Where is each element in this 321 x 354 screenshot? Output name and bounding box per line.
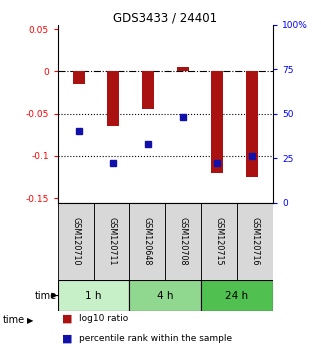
Bar <box>129 202 165 280</box>
Text: ■: ■ <box>62 334 73 344</box>
Text: 1 h: 1 h <box>85 291 102 301</box>
Bar <box>107 71 119 126</box>
Text: ▶: ▶ <box>27 316 34 325</box>
Text: GSM120715: GSM120715 <box>214 217 224 266</box>
Bar <box>94 202 129 280</box>
Text: log10 ratio: log10 ratio <box>79 314 128 323</box>
Text: ■: ■ <box>62 314 73 324</box>
Bar <box>246 71 258 177</box>
Text: 24 h: 24 h <box>225 291 248 301</box>
Text: GSM120648: GSM120648 <box>143 217 152 266</box>
Bar <box>211 71 223 173</box>
Text: time: time <box>3 315 25 325</box>
Bar <box>142 71 154 109</box>
Bar <box>129 280 201 311</box>
Bar <box>73 71 85 84</box>
Bar <box>201 202 237 280</box>
Text: time: time <box>35 291 57 301</box>
Bar <box>58 280 129 311</box>
Text: percentile rank within the sample: percentile rank within the sample <box>79 335 232 343</box>
Text: GSM120716: GSM120716 <box>250 217 259 266</box>
Bar <box>58 202 94 280</box>
Bar <box>177 67 189 71</box>
Bar <box>165 202 201 280</box>
Title: GDS3433 / 24401: GDS3433 / 24401 <box>113 12 217 25</box>
Text: 4 h: 4 h <box>157 291 174 301</box>
Text: GSM120710: GSM120710 <box>71 217 80 266</box>
Bar <box>237 202 273 280</box>
Text: GSM120708: GSM120708 <box>179 217 188 266</box>
Text: GSM120711: GSM120711 <box>107 217 116 266</box>
Bar <box>201 280 273 311</box>
